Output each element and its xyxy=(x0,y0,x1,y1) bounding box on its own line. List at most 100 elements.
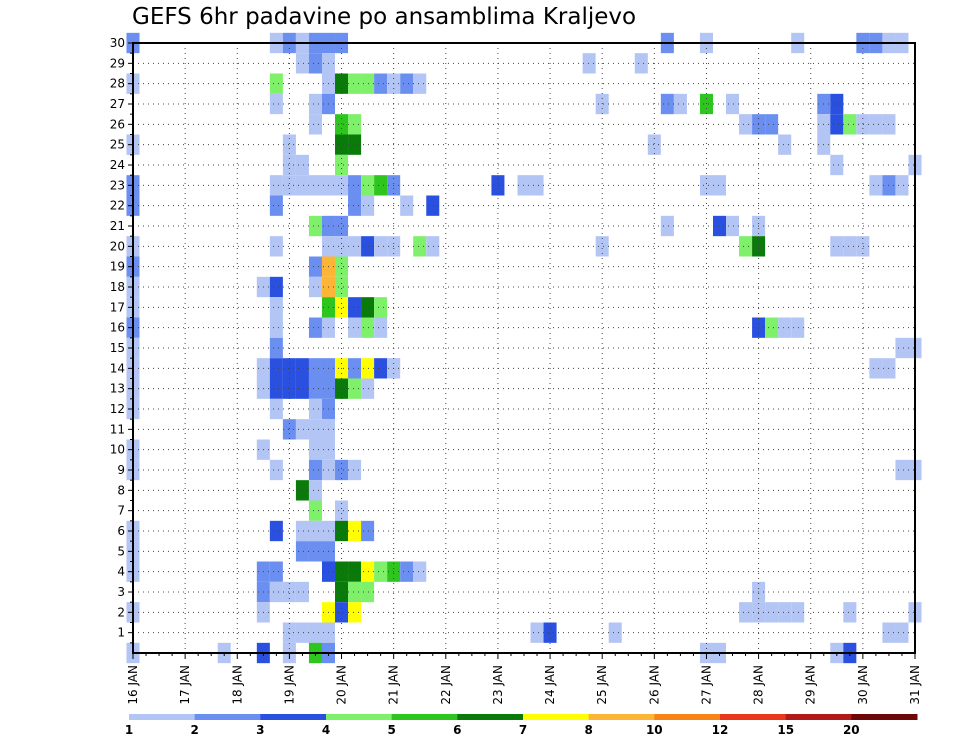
heatmap-cell xyxy=(308,53,322,74)
x-tick-label: 22 JAN xyxy=(439,665,453,705)
y-tick-label: 28 xyxy=(110,77,125,91)
heatmap-cell xyxy=(335,276,349,298)
heatmap-cell xyxy=(269,93,283,115)
heatmap-cell xyxy=(335,520,349,542)
heatmap-cell xyxy=(348,581,362,603)
y-tick-label: 29 xyxy=(110,56,125,70)
heatmap-cell xyxy=(739,236,753,257)
x-tick-label: 18 JAN xyxy=(230,665,244,705)
heatmap-cell xyxy=(308,398,322,420)
heatmap-cell xyxy=(361,297,375,318)
heatmap-cell xyxy=(426,236,440,257)
heatmap-cell xyxy=(895,459,909,481)
heatmap-cell xyxy=(269,378,283,399)
legend-swatch xyxy=(194,714,261,720)
y-tick-label: 3 xyxy=(117,585,125,599)
heatmap-cell xyxy=(308,276,322,298)
heatmap-cell xyxy=(348,175,362,196)
heatmap-cell xyxy=(335,581,349,603)
heatmap-cell xyxy=(400,73,414,94)
heatmap-cell xyxy=(595,236,609,257)
heatmap-cell xyxy=(308,520,322,542)
heatmap-cell xyxy=(895,622,909,643)
heatmap-cell xyxy=(282,419,296,440)
heatmap-cell xyxy=(348,236,362,257)
x-tick-label: 21 JAN xyxy=(387,665,401,705)
legend-swatch xyxy=(785,714,852,720)
heatmap-cell xyxy=(374,297,388,318)
heatmap-cell xyxy=(308,459,322,481)
x-tick-label: 24 JAN xyxy=(543,665,557,705)
heatmap-cell xyxy=(335,175,349,196)
heatmap-cell xyxy=(335,297,349,318)
heatmap-cell xyxy=(856,236,870,257)
heatmap-cell xyxy=(543,622,557,643)
heatmap-cell xyxy=(269,581,283,603)
heatmap-cell xyxy=(282,154,296,176)
y-axis: 1234567891011121314151617181920212223242… xyxy=(110,36,133,644)
heatmap-cell xyxy=(335,134,349,155)
y-tick-label: 25 xyxy=(110,138,125,152)
heatmap-cell xyxy=(830,93,844,115)
heatmap-cell xyxy=(295,175,309,196)
heatmap-cell xyxy=(361,581,375,603)
heatmap-cell xyxy=(361,520,375,542)
heatmap-cell xyxy=(335,602,349,623)
heatmap-cell xyxy=(361,358,375,379)
heatmap-cell xyxy=(282,175,296,196)
heatmap-cell xyxy=(295,378,309,399)
heatmap-cell xyxy=(335,215,349,237)
heatmap-cell xyxy=(269,317,283,338)
heatmap-cell xyxy=(269,195,283,216)
heatmap-cell xyxy=(634,53,648,74)
y-tick-label: 15 xyxy=(110,341,125,355)
heatmap-cell xyxy=(348,134,362,155)
heatmap-cell xyxy=(308,541,322,562)
legend: 1 2 3 4 5 6 7 8 10 12 15 20 xyxy=(125,714,918,737)
heatmap-cell xyxy=(308,622,322,643)
heatmap-cell xyxy=(895,337,909,359)
heatmap-cell xyxy=(726,93,740,115)
y-tick-label: 9 xyxy=(117,463,125,477)
heatmap-cell xyxy=(400,195,414,216)
heatmap-cell xyxy=(335,561,349,582)
heatmap-cell xyxy=(282,581,296,603)
legend-label: 1 xyxy=(125,723,133,737)
heatmap-cell xyxy=(269,520,283,542)
legend-swatch xyxy=(588,714,655,720)
heatmap-cell xyxy=(295,154,309,176)
heatmap-cell xyxy=(308,317,322,338)
heatmap-cell xyxy=(348,459,362,481)
heatmap-cell xyxy=(778,317,792,338)
legend-swatch xyxy=(129,714,196,720)
heatmap-cell xyxy=(308,500,322,521)
heatmap-cell xyxy=(282,622,296,643)
x-tick-label: 23 JAN xyxy=(491,665,505,705)
heatmap-cell xyxy=(269,459,283,481)
heatmap-cell xyxy=(413,73,427,94)
heatmap-cell xyxy=(530,622,544,643)
chart-title: GEFS 6hr padavine po ansamblima Kraljevo xyxy=(132,4,637,30)
heatmap-cell xyxy=(830,154,844,176)
x-tick-label: 27 JAN xyxy=(700,665,714,705)
heatmap-cell xyxy=(361,236,375,257)
legend-swatch xyxy=(260,714,327,720)
heatmap-cell xyxy=(765,317,779,338)
heatmap-cell xyxy=(348,378,362,399)
heatmap-cell xyxy=(843,114,857,135)
heatmap-cell xyxy=(778,134,792,155)
x-tick-label: 30 JAN xyxy=(856,665,870,705)
y-tick-label: 30 xyxy=(110,36,125,50)
heatmap-cell xyxy=(895,175,909,196)
legend-label: 10 xyxy=(646,723,663,737)
heatmap-cell xyxy=(335,459,349,481)
y-tick-label: 19 xyxy=(110,260,125,274)
y-tick-label: 7 xyxy=(117,504,125,518)
legend-swatch xyxy=(523,714,590,720)
heatmap-cell xyxy=(335,236,349,257)
heatmap-cell xyxy=(361,175,375,196)
heatmap-cell xyxy=(374,175,388,196)
heatmap-cell xyxy=(361,561,375,582)
legend-label: 4 xyxy=(322,723,330,737)
y-tick-label: 1 xyxy=(117,626,125,640)
